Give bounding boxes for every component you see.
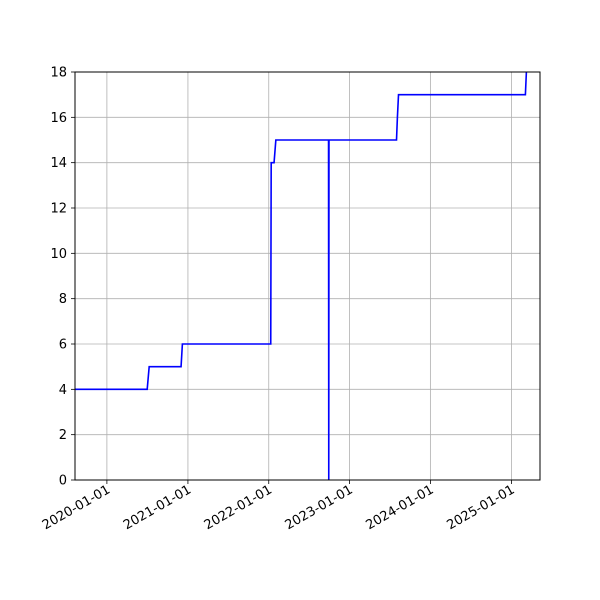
grid-lines <box>75 71 540 481</box>
y-tick-label: 18 <box>50 66 67 81</box>
y-tick-label: 16 <box>50 111 67 126</box>
y-tick-label: 6 <box>59 338 67 353</box>
y-tick-label: 14 <box>50 156 67 171</box>
y-tick-label: 2 <box>59 428 67 443</box>
y-tick-label: 0 <box>59 474 67 489</box>
y-tick-label: 4 <box>59 383 67 398</box>
y-tick-label: 12 <box>50 202 67 217</box>
series-group <box>75 72 528 480</box>
y-tick-label: 10 <box>50 247 67 262</box>
plot-frame <box>74 71 541 481</box>
plot-area <box>75 72 540 480</box>
y-tick-label: 8 <box>59 292 67 307</box>
series-line <box>75 72 528 480</box>
